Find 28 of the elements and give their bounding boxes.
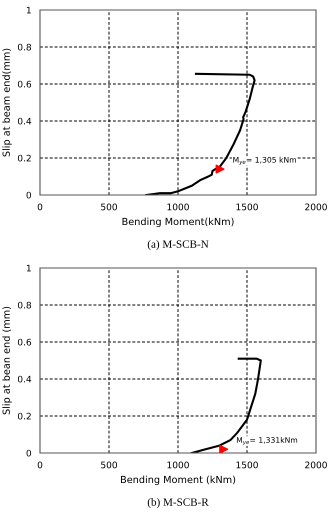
x-tick-label: 2000 xyxy=(305,203,327,210)
x-tick-label: 500 xyxy=(101,461,118,468)
y-tick-label: 0 xyxy=(26,192,32,199)
y-tick-label: 1 xyxy=(26,264,31,272)
text: (a) M-SCB-N xyxy=(148,240,208,250)
y-tick-label: 0.6 xyxy=(18,338,32,346)
x-tick-label: 1000 xyxy=(168,203,189,210)
y-tick-label: 0.8 xyxy=(18,44,32,51)
y-tick-label: 0.2 xyxy=(18,154,31,162)
y-tick-label: 0.6 xyxy=(18,80,32,88)
y-tick-label: 0 xyxy=(26,450,32,457)
x-tick-label: 1500 xyxy=(236,203,258,210)
x-tick-label: 1500 xyxy=(236,461,258,468)
x-tick-label: 2000 xyxy=(305,461,327,468)
y-tick-label: 0.4 xyxy=(18,376,32,383)
x-tick-label: 0 xyxy=(38,203,42,210)
text: (b) M-SCB-R xyxy=(148,498,209,508)
y-axis-title: Slip at beam end(mm) xyxy=(2,48,12,156)
x-tick-label: 0 xyxy=(38,461,42,468)
x-axis-title: Bending Moment (kNm) xyxy=(120,476,236,486)
y-tick-label: 0.2 xyxy=(18,412,31,420)
y-tick-label: 0.8 xyxy=(18,302,32,309)
y-tick-label: 1 xyxy=(26,6,31,14)
y-axis-title: Slip at bean end (mm) xyxy=(2,306,12,414)
x-tick-label: 1000 xyxy=(168,461,189,468)
x-tick-label: 500 xyxy=(101,203,118,210)
x-axis-title: Bending Moment(kNm) xyxy=(122,218,234,228)
y-tick-label: 0.4 xyxy=(18,118,32,125)
